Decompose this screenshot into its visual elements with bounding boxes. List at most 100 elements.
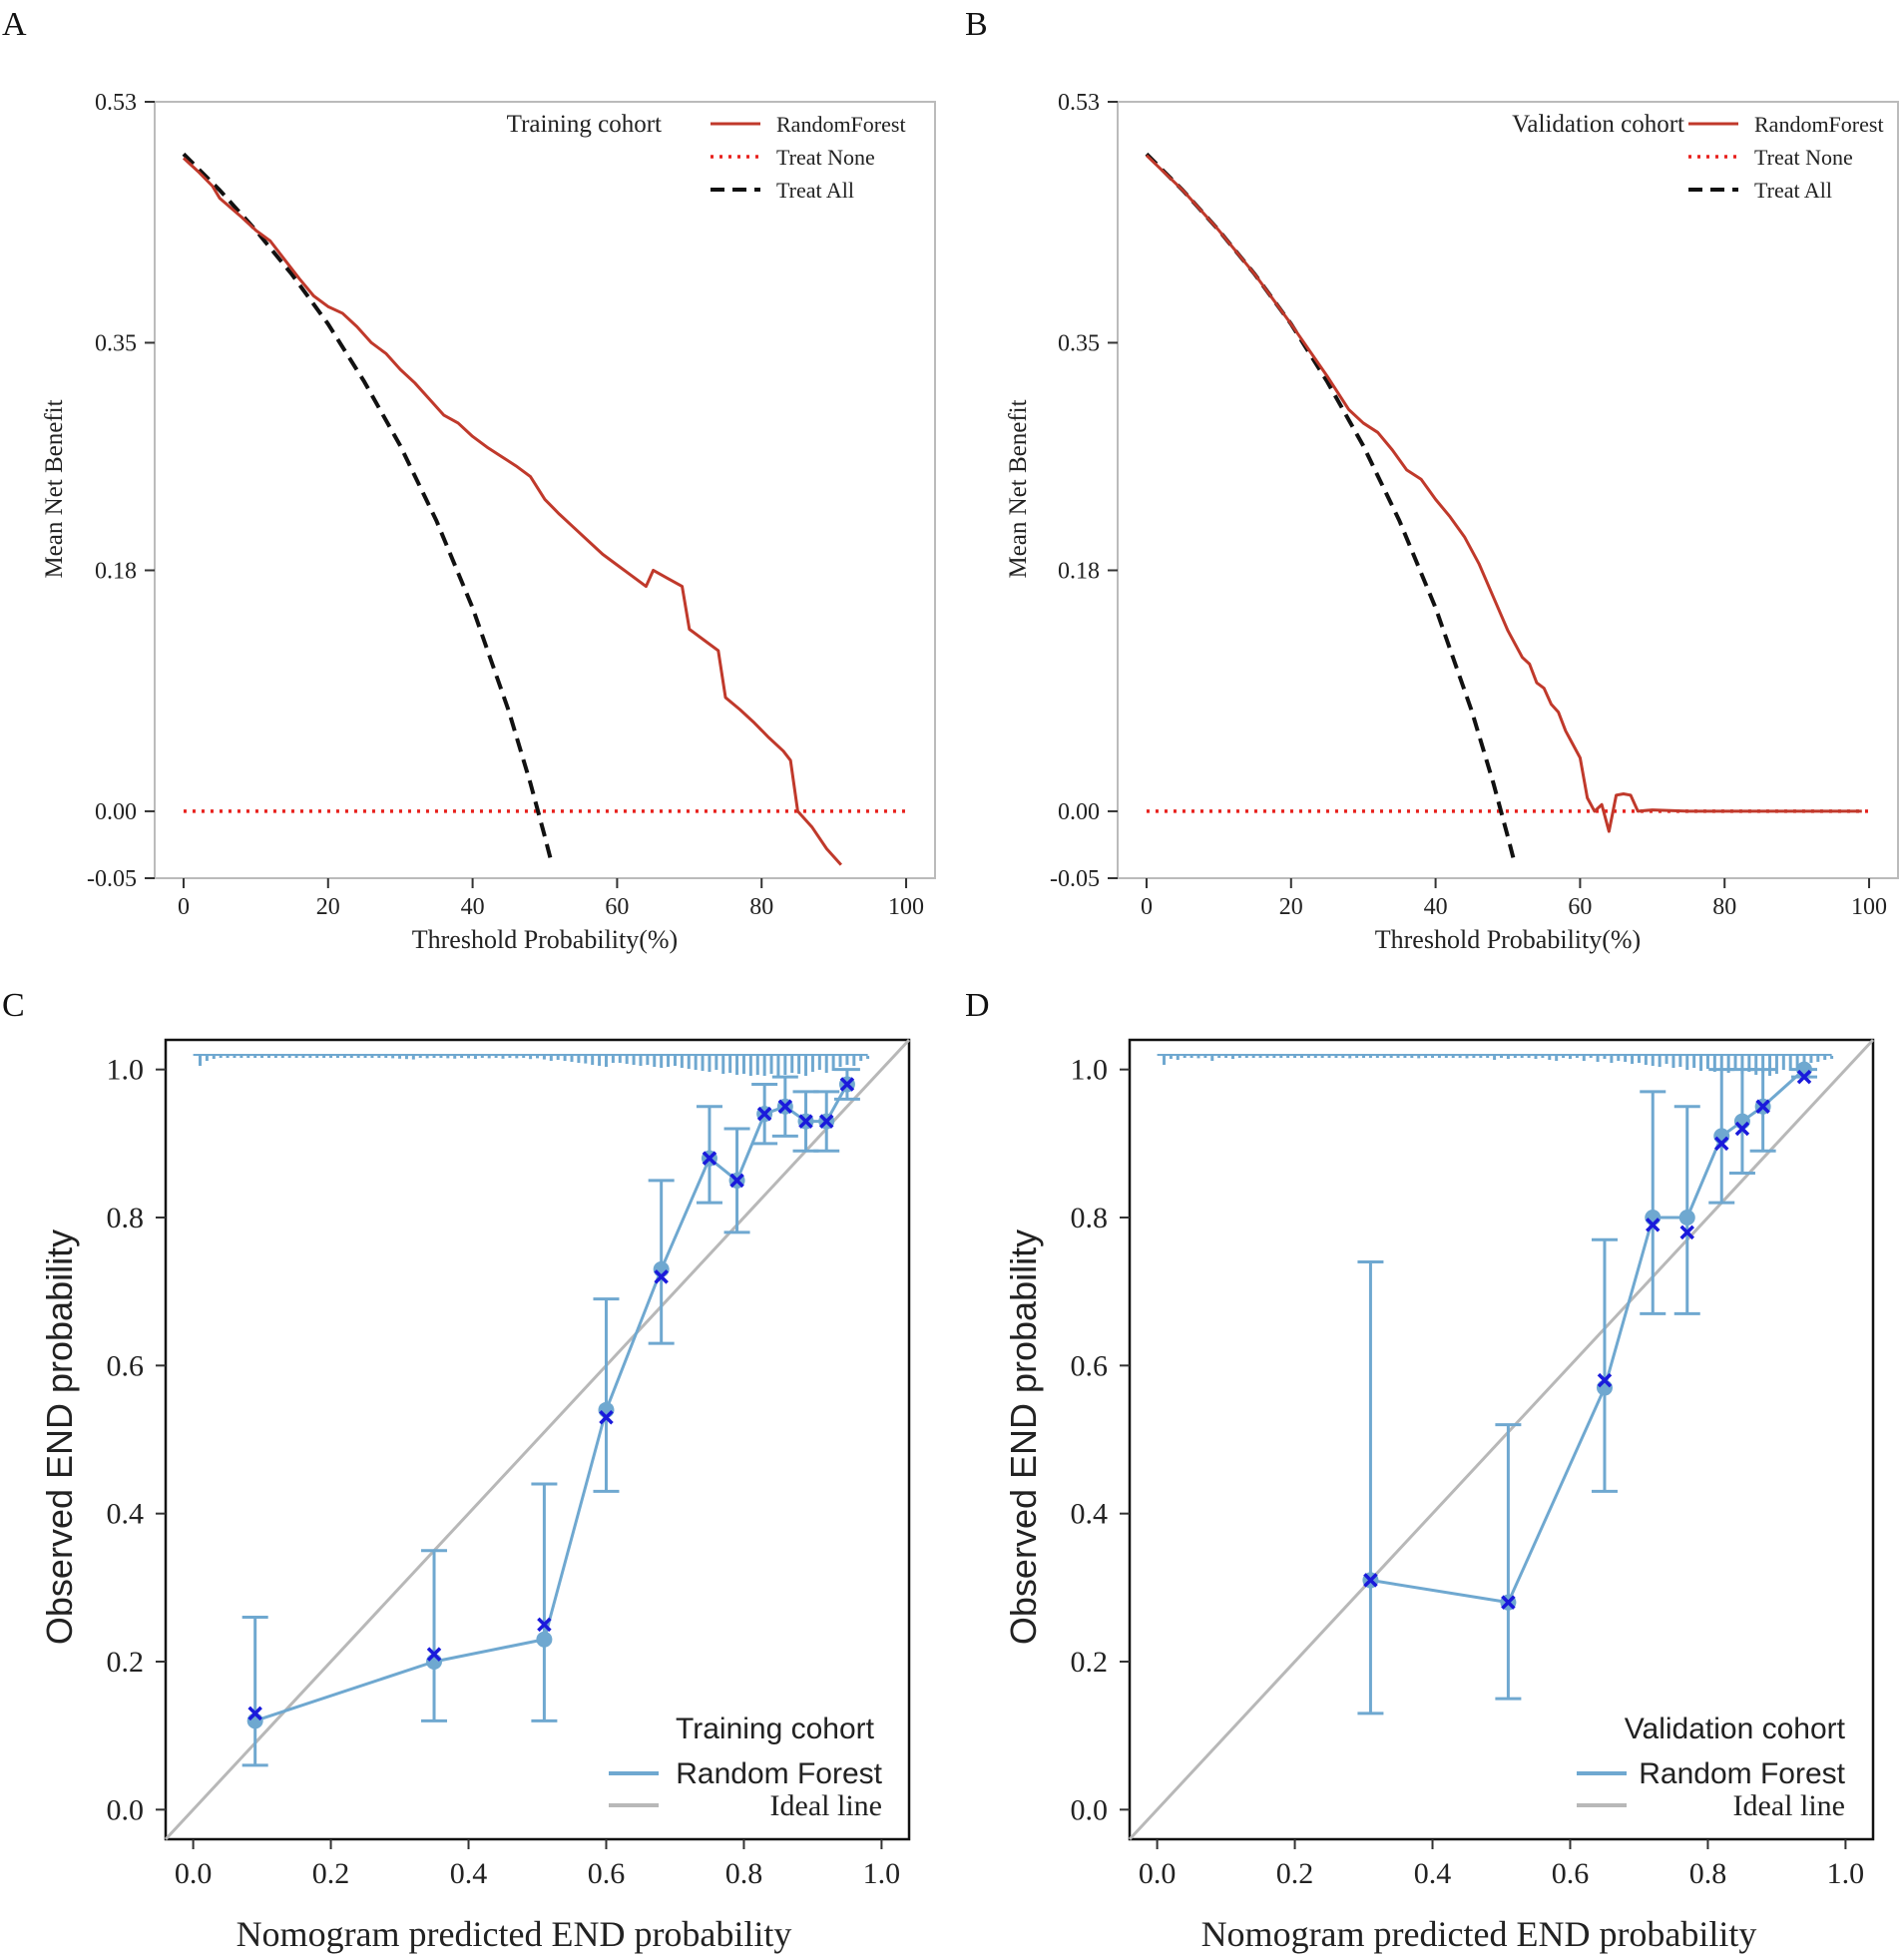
- calibration-marker: [1646, 1218, 1661, 1232]
- calibration-marker: [599, 1410, 614, 1425]
- y-tick-label: 1.0: [107, 1054, 145, 1087]
- y-tick-label: 0.2: [1071, 1646, 1109, 1679]
- x-axis-title: Threshold Probability(%): [412, 925, 678, 954]
- y-axis-title: Mean Net Benefit: [1005, 399, 1032, 578]
- ideal-line: [164, 1038, 911, 1841]
- calibration-marker: [426, 1647, 442, 1662]
- series-line-treat-all: [182, 152, 555, 866]
- y-tick-label: 0.18: [1058, 558, 1100, 584]
- x-tick-label: 40: [1424, 894, 1448, 920]
- legend-title: Validation cohort: [1512, 111, 1684, 138]
- x-tick-label: 1.0: [863, 1857, 901, 1890]
- calibration-marker: [1755, 1099, 1770, 1114]
- calibration-marker: [839, 1077, 855, 1092]
- y-tick-label: 0.4: [107, 1498, 145, 1531]
- calibration-marker: [1796, 1069, 1812, 1085]
- x-tick-label: 60: [605, 894, 629, 920]
- series-line-randomforest: [1145, 154, 1862, 833]
- calibration-point: [536, 1631, 553, 1648]
- x-tick-label: 0.8: [1689, 1857, 1727, 1890]
- x-tick-label: 0.8: [725, 1857, 763, 1890]
- x-tick-label: 0.6: [588, 1857, 626, 1890]
- calibration-marker: [756, 1106, 772, 1122]
- y-tick-label: 0.35: [1058, 330, 1100, 356]
- legend-entry: Ideal line: [1733, 1789, 1845, 1822]
- calibration-marker: [818, 1114, 834, 1129]
- x-axis-title: Threshold Probability(%): [1375, 925, 1641, 954]
- x-tick-label: 0.2: [312, 1857, 350, 1890]
- calibration-marker: [1363, 1573, 1378, 1588]
- legend-title: Training cohort: [507, 111, 662, 138]
- y-tick-label: 0.4: [1071, 1498, 1109, 1531]
- panel-label: A: [2, 6, 27, 43]
- y-tick-label: 0.53: [1058, 90, 1100, 116]
- legend-title: Validation cohort: [1625, 1713, 1846, 1745]
- legend-entry: Treat All: [1754, 178, 1832, 203]
- y-tick-label: 0.2: [107, 1646, 145, 1679]
- series-line-treat-all: [1145, 152, 1518, 866]
- panel-d: D 0.0 0.2 0.4 0.6 0.8 1.0 0.0 0.2 0.4 0.6 0.8 1.0 Nom…: [965, 987, 1875, 1954]
- calibration-marker: [247, 1706, 262, 1721]
- plot-frame: [1117, 101, 1899, 879]
- x-tick-label: 1.0: [1827, 1857, 1865, 1890]
- x-tick-label: 40: [461, 894, 485, 920]
- y-tick-label: 0.00: [95, 799, 137, 825]
- legend-entry: Treat All: [776, 178, 854, 203]
- calibration-marker: [1714, 1136, 1729, 1152]
- y-axis-title: Observed END probability: [1003, 1229, 1044, 1645]
- calibration-point: [1678, 1210, 1695, 1225]
- calibration-marker: [777, 1099, 793, 1114]
- calibration-marker: [1734, 1121, 1750, 1137]
- legend-entry: Treat None: [776, 145, 875, 170]
- panel-label: D: [965, 987, 990, 1024]
- y-tick-label: -0.05: [1050, 866, 1100, 892]
- y-tick-label: 1.0: [1071, 1054, 1109, 1087]
- y-tick-label: 0.00: [1058, 799, 1100, 825]
- legend-entry: RandomForest: [776, 112, 906, 137]
- calibration-marker: [1501, 1595, 1516, 1610]
- calibration-marker: [729, 1173, 744, 1189]
- panel-label: B: [965, 6, 988, 43]
- x-tick-label: 100: [888, 894, 924, 920]
- y-tick-label: 0.8: [107, 1202, 145, 1234]
- x-tick-label: 100: [1851, 894, 1887, 920]
- x-tick-label: 0.2: [1276, 1857, 1314, 1890]
- y-tick-label: 0.0: [107, 1793, 145, 1826]
- y-tick-label: 0.6: [107, 1349, 145, 1382]
- calibration-marker: [1597, 1372, 1613, 1388]
- legend-entry: Ideal line: [770, 1789, 882, 1822]
- legend-entry: RandomForest: [1754, 112, 1884, 137]
- x-axis-title: Nomogram predicted END probability: [237, 1914, 792, 1954]
- series-line-randomforest: [182, 157, 842, 866]
- y-tick-label: 0.8: [1071, 1202, 1109, 1234]
- panel-label: C: [2, 987, 25, 1024]
- y-tick-label: 0.0: [1071, 1793, 1109, 1826]
- x-tick-label: 60: [1568, 894, 1592, 920]
- calibration-line: [1370, 1068, 1806, 1605]
- plot-frame: [154, 101, 936, 879]
- legend-entry: Random Forest: [1639, 1757, 1845, 1790]
- panel-b: B 0 20 40 60 80 100 -0.05 0.00 0.18 0.35 0.53 Thresh…: [965, 6, 1899, 954]
- calibration-marker: [537, 1617, 552, 1633]
- x-axis-title: Nomogram predicted END probability: [1201, 1914, 1757, 1954]
- x-tick-label: 20: [1279, 894, 1303, 920]
- legend-entry: Treat None: [1754, 145, 1853, 170]
- y-tick-label: 0.6: [1071, 1349, 1109, 1382]
- calibration-marker: [702, 1151, 717, 1166]
- y-tick-label: 0.18: [95, 558, 137, 584]
- plot-frame: [1128, 1038, 1875, 1841]
- calibration-marker: [798, 1114, 813, 1129]
- x-tick-label: 0.0: [1139, 1857, 1177, 1890]
- x-tick-label: 0: [1141, 894, 1153, 920]
- panel-c: C 0.0 0.2 0.4 0.6 0.8 1.0 0.0 0.2 0.4 0.6 0.8 1.0 Nom…: [2, 987, 911, 1954]
- x-tick-label: 0.0: [175, 1857, 213, 1890]
- calibration-marker: [1679, 1224, 1694, 1240]
- x-tick-label: 0.6: [1552, 1857, 1590, 1890]
- x-tick-label: 80: [1712, 894, 1736, 920]
- legend-title: Training cohort: [676, 1713, 875, 1745]
- calibration-line: [254, 1083, 849, 1722]
- y-tick-label: 0.35: [95, 330, 137, 356]
- calibration-marker: [654, 1269, 669, 1284]
- y-tick-label: -0.05: [87, 866, 137, 892]
